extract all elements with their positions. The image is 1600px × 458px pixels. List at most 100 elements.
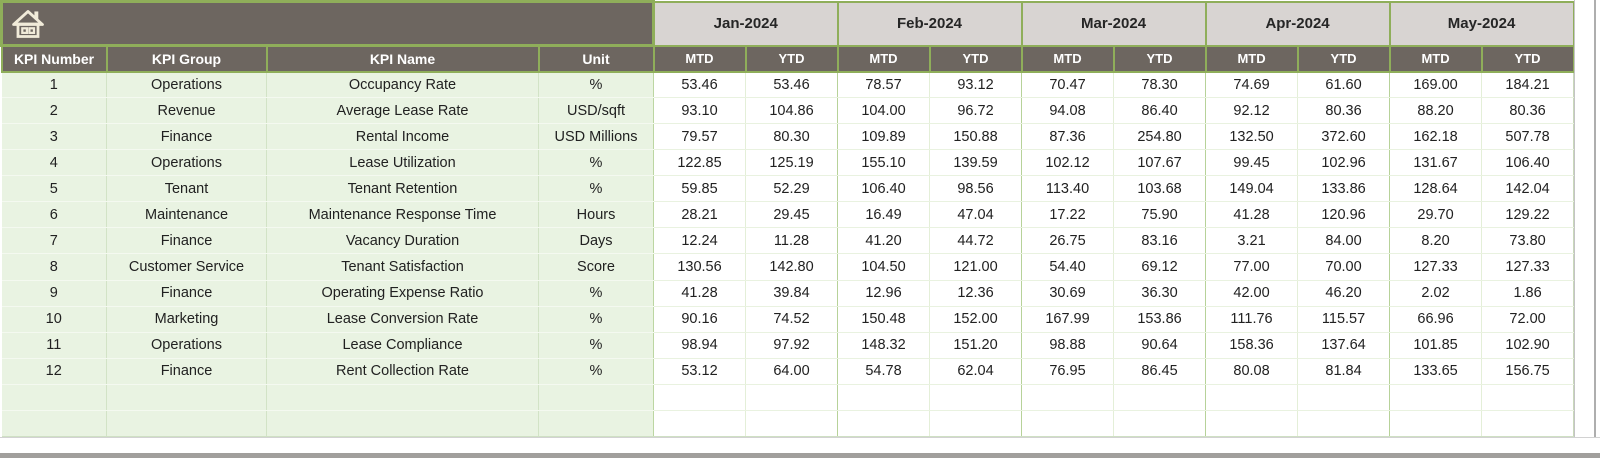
cell-value[interactable]: 78.30	[1113, 71, 1207, 99]
cell-value[interactable]: 1.86	[1481, 280, 1575, 307]
horizontal-scrollbar[interactable]	[0, 437, 1600, 453]
cell-value[interactable]: 16.49	[837, 201, 930, 229]
cell-unit[interactable]: Score	[538, 253, 654, 281]
cell-value[interactable]	[745, 384, 838, 411]
cell-value[interactable]: 80.36	[1297, 97, 1391, 125]
cell-value[interactable]: 12.24	[653, 227, 746, 255]
cell-value[interactable]: 131.67	[1389, 149, 1483, 177]
cell-value[interactable]: 155.10	[837, 149, 930, 177]
cell-value[interactable]: 61.60	[1297, 71, 1391, 99]
cell-value[interactable]: 80.36	[1481, 97, 1575, 125]
cell-value[interactable]: 59.85	[653, 175, 746, 203]
cell-unit[interactable]: %	[538, 71, 654, 99]
column-header-kpi-name[interactable]: KPI Name	[265, 44, 540, 73]
cell-kpi-number[interactable]: 1	[1, 71, 107, 99]
cell-kpi-group[interactable]: Finance	[106, 280, 267, 307]
cell-value[interactable]	[1021, 410, 1115, 438]
cell-value[interactable]: 42.00	[1205, 280, 1299, 307]
cell-value[interactable]: 142.80	[745, 253, 838, 281]
cell-value[interactable]: 150.48	[837, 306, 930, 333]
cell-unit[interactable]	[538, 384, 654, 411]
cell-kpi-number[interactable]	[1, 410, 107, 438]
cell-value[interactable]: 74.52	[745, 306, 838, 333]
cell-value[interactable]	[1113, 384, 1207, 411]
cell-value[interactable]: 254.80	[1113, 123, 1207, 151]
cell-value[interactable]: 74.69	[1205, 71, 1299, 99]
cell-kpi-group[interactable]: Operations	[106, 149, 267, 177]
cell-value[interactable]	[1205, 384, 1299, 411]
cell-value[interactable]: 2.02	[1389, 280, 1483, 307]
cell-unit[interactable]: USD/sqft	[538, 97, 654, 125]
cell-kpi-group[interactable]	[106, 384, 267, 411]
cell-value[interactable]: 86.45	[1113, 358, 1207, 385]
cell-value[interactable]: 102.12	[1021, 149, 1115, 177]
cell-value[interactable]: 507.78	[1481, 123, 1575, 151]
cell-value[interactable]: 372.60	[1297, 123, 1391, 151]
cell-kpi-name[interactable]: Rental Income	[266, 123, 539, 151]
cell-value[interactable]: 106.40	[837, 175, 930, 203]
cell-unit[interactable]: Days	[538, 227, 654, 255]
cell-value[interactable]	[1021, 384, 1115, 411]
cell-value[interactable]	[1481, 410, 1575, 438]
cell-value[interactable]: 77.00	[1205, 253, 1299, 281]
month-header-feb-2024[interactable]: Feb-2024	[836, 0, 1023, 47]
cell-kpi-group[interactable]: Finance	[106, 227, 267, 255]
cell-value[interactable]: 137.64	[1297, 332, 1391, 359]
month-header-jan-2024[interactable]: Jan-2024	[652, 0, 839, 47]
cell-value[interactable]: 29.70	[1389, 201, 1483, 229]
cell-value[interactable]: 121.00	[929, 253, 1023, 281]
subheader-may-2024-ytd[interactable]: YTD	[1480, 44, 1575, 73]
cell-kpi-name[interactable]	[266, 384, 539, 411]
cell-kpi-name[interactable]: Tenant Satisfaction	[266, 253, 539, 281]
cell-value[interactable]: 92.12	[1205, 97, 1299, 125]
cell-value[interactable]: 12.36	[929, 280, 1023, 307]
cell-value[interactable]	[1297, 410, 1391, 438]
cell-kpi-number[interactable]: 12	[1, 358, 107, 385]
cell-value[interactable]: 80.08	[1205, 358, 1299, 385]
cell-value[interactable]: 111.76	[1205, 306, 1299, 333]
subheader-apr-2024-mtd[interactable]: MTD	[1204, 44, 1299, 73]
cell-value[interactable]: 39.84	[745, 280, 838, 307]
cell-value[interactable]: 52.29	[745, 175, 838, 203]
cell-unit[interactable]	[538, 410, 654, 438]
cell-value[interactable]: 113.40	[1021, 175, 1115, 203]
cell-value[interactable]: 80.30	[745, 123, 838, 151]
subheader-may-2024-mtd[interactable]: MTD	[1388, 44, 1483, 73]
cell-kpi-number[interactable]: 8	[1, 253, 107, 281]
cell-kpi-name[interactable]: Lease Compliance	[266, 332, 539, 359]
cell-value[interactable]: 98.88	[1021, 332, 1115, 359]
cell-value[interactable]: 69.12	[1113, 253, 1207, 281]
cell-value[interactable]: 132.50	[1205, 123, 1299, 151]
cell-value[interactable]	[653, 384, 746, 411]
cell-unit[interactable]: %	[538, 332, 654, 359]
cell-value[interactable]: 41.28	[1205, 201, 1299, 229]
cell-value[interactable]: 46.20	[1297, 280, 1391, 307]
subheader-mar-2024-mtd[interactable]: MTD	[1020, 44, 1115, 73]
cell-kpi-group[interactable]: Tenant	[106, 175, 267, 203]
cell-unit[interactable]: %	[538, 175, 654, 203]
cell-value[interactable]: 87.36	[1021, 123, 1115, 151]
cell-kpi-name[interactable]: Lease Conversion Rate	[266, 306, 539, 333]
cell-value[interactable]: 30.69	[1021, 280, 1115, 307]
cell-value[interactable]	[837, 410, 930, 438]
cell-value[interactable]: 120.96	[1297, 201, 1391, 229]
subheader-apr-2024-ytd[interactable]: YTD	[1296, 44, 1391, 73]
cell-kpi-group[interactable]: Operations	[106, 332, 267, 359]
cell-value[interactable]	[929, 384, 1023, 411]
cell-kpi-group[interactable]: Marketing	[106, 306, 267, 333]
cell-value[interactable]: 8.20	[1389, 227, 1483, 255]
cell-kpi-number[interactable]: 7	[1, 227, 107, 255]
cell-value[interactable]: 64.00	[745, 358, 838, 385]
sheet-corner[interactable]	[0, 0, 655, 47]
cell-value[interactable]: 90.16	[653, 306, 746, 333]
cell-value[interactable]: 81.84	[1297, 358, 1391, 385]
cell-value[interactable]: 83.16	[1113, 227, 1207, 255]
cell-kpi-group[interactable]	[106, 410, 267, 438]
cell-value[interactable]: 98.56	[929, 175, 1023, 203]
cell-unit[interactable]: USD Millions	[538, 123, 654, 151]
cell-value[interactable]: 88.20	[1389, 97, 1483, 125]
subheader-jan-2024-ytd[interactable]: YTD	[744, 44, 839, 73]
cell-value[interactable]: 73.80	[1481, 227, 1575, 255]
cell-value[interactable]	[1389, 410, 1483, 438]
cell-kpi-name[interactable]: Operating Expense Ratio	[266, 280, 539, 307]
